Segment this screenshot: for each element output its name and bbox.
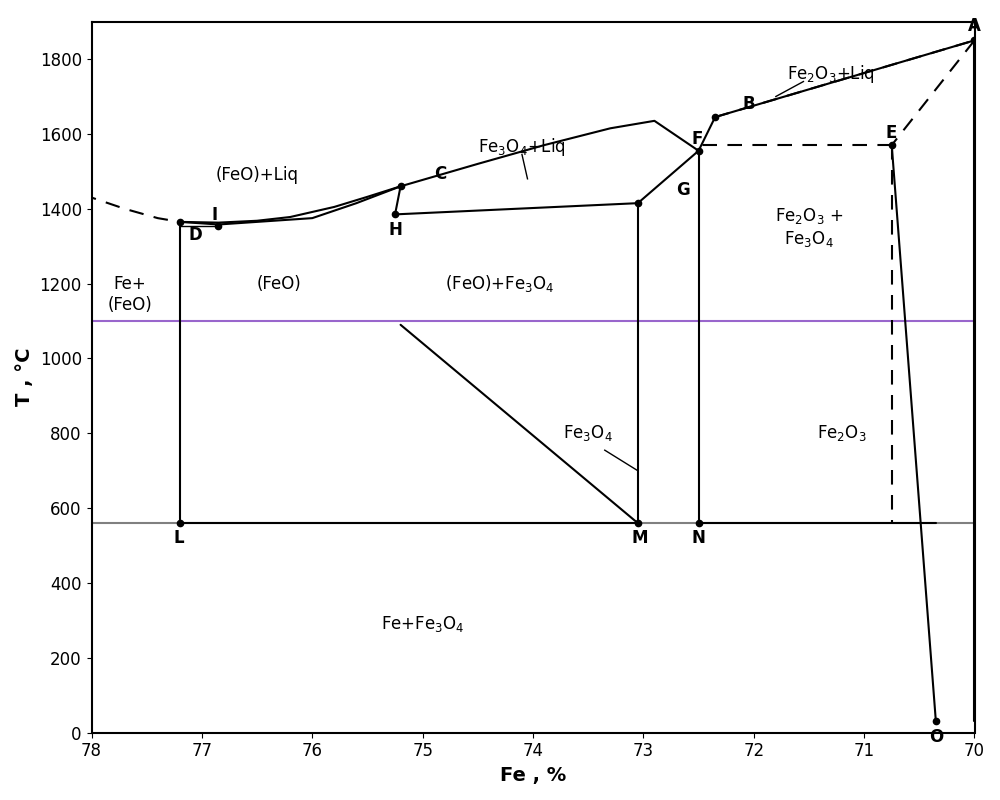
- Text: O: O: [929, 728, 943, 746]
- Text: C: C: [434, 165, 446, 182]
- Text: D: D: [189, 226, 202, 244]
- Text: A: A: [968, 17, 981, 34]
- Text: (FeO): (FeO): [257, 274, 302, 293]
- Text: I: I: [212, 206, 218, 224]
- Text: N: N: [692, 530, 706, 547]
- Text: Fe+
(FeO): Fe+ (FeO): [108, 275, 153, 314]
- Text: H: H: [388, 221, 402, 238]
- Text: Fe$_3$O$_4$+Liq: Fe$_3$O$_4$+Liq: [478, 136, 566, 158]
- Text: Fe+Fe$_3$O$_4$: Fe+Fe$_3$O$_4$: [381, 614, 464, 634]
- Text: E: E: [885, 124, 896, 142]
- Text: (FeO)+Liq: (FeO)+Liq: [216, 166, 299, 184]
- Text: Fe$_2$O$_3$: Fe$_2$O$_3$: [817, 423, 867, 443]
- Y-axis label: T , °C: T , °C: [15, 348, 34, 406]
- Text: F: F: [692, 130, 703, 148]
- X-axis label: Fe , %: Fe , %: [500, 766, 566, 785]
- Text: Fe$_2$O$_3$ +
Fe$_3$O$_4$: Fe$_2$O$_3$ + Fe$_3$O$_4$: [775, 206, 843, 249]
- Text: G: G: [676, 182, 690, 199]
- Text: M: M: [631, 530, 648, 547]
- Text: L: L: [173, 530, 184, 547]
- Text: Fe$_2$O$_3$+Liq: Fe$_2$O$_3$+Liq: [787, 63, 875, 85]
- Text: Fe$_3$O$_4$: Fe$_3$O$_4$: [563, 423, 613, 443]
- Text: B: B: [743, 95, 755, 114]
- Text: (FeO)+Fe$_3$O$_4$: (FeO)+Fe$_3$O$_4$: [445, 273, 555, 294]
